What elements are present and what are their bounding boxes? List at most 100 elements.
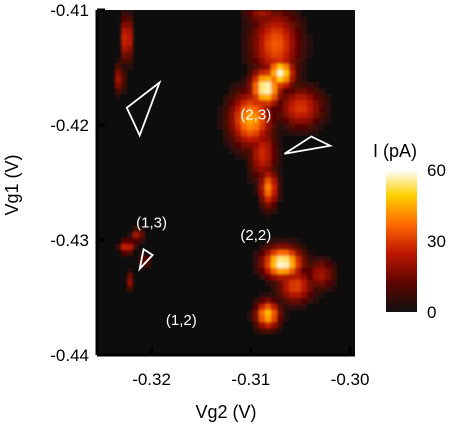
heat-cell: [265, 208, 271, 214]
heat-cell: [289, 118, 295, 124]
heat-cell: [253, 22, 259, 28]
heat-cell: [289, 106, 295, 112]
heat-cell: [289, 46, 295, 52]
heat-cell: [121, 22, 127, 28]
heat-cell: [277, 16, 283, 22]
heat-cell: [127, 46, 133, 52]
heat-cell: [253, 328, 259, 334]
heat-cell: [277, 136, 283, 142]
heat-cell: [265, 46, 271, 52]
heat-cell: [277, 70, 283, 76]
heat-cell: [121, 76, 127, 82]
heat-cell: [259, 124, 265, 130]
heat-cell: [283, 244, 289, 250]
heat-cell: [265, 136, 271, 142]
heat-cell: [289, 244, 295, 250]
heat-cell: [265, 322, 271, 328]
heat-cell: [313, 280, 319, 286]
heat-cell: [307, 112, 313, 118]
heat-cell: [265, 10, 271, 16]
heat-cell: [283, 316, 289, 322]
heat-cell: [313, 106, 319, 112]
heat-cell: [325, 280, 331, 286]
heat-cell: [271, 10, 277, 16]
heat-cell: [259, 298, 265, 304]
heat-cell: [271, 316, 277, 322]
heat-cell: [265, 88, 271, 94]
heat-cell: [139, 226, 145, 232]
heat-cell: [271, 322, 277, 328]
heat-cell: [313, 274, 319, 280]
heat-cell: [247, 22, 253, 28]
heat-cell: [265, 262, 271, 268]
heat-cell: [277, 280, 283, 286]
heat-cell: [277, 328, 283, 334]
heat-cell: [265, 304, 271, 310]
heat-cell: [283, 238, 289, 244]
heat-cell: [295, 256, 301, 262]
heat-cell: [247, 154, 253, 160]
heat-cell: [259, 22, 265, 28]
heat-cell: [115, 64, 121, 70]
heat-cell: [301, 46, 307, 52]
heat-cell: [139, 262, 145, 268]
heat-cell: [277, 244, 283, 250]
heat-cell: [265, 172, 271, 178]
heat-cell: [121, 10, 127, 16]
heat-cell: [235, 118, 241, 124]
heat-cell: [271, 304, 277, 310]
heat-cell: [127, 40, 133, 46]
heat-cell: [319, 106, 325, 112]
heat-cell: [253, 262, 259, 268]
heat-cell: [277, 76, 283, 82]
heat-cell: [253, 82, 259, 88]
heat-cell: [271, 58, 277, 64]
heat-cell: [319, 268, 325, 274]
heat-cell: [271, 112, 277, 118]
heat-cell: [253, 100, 259, 106]
heat-cell: [301, 34, 307, 40]
x-tick-label: -0.32: [132, 370, 171, 389]
heat-cell: [235, 94, 241, 100]
heat-cell: [307, 88, 313, 94]
heat-cell: [271, 262, 277, 268]
triangle-outlines: [125, 79, 334, 272]
heat-cell: [289, 52, 295, 58]
y-ticks: -0.41 -0.42 -0.43 -0.44: [50, 1, 105, 365]
heat-cell: [253, 304, 259, 310]
heat-cell: [259, 190, 265, 196]
heat-cell: [253, 106, 259, 112]
heat-cell: [241, 40, 247, 46]
heat-cell: [259, 82, 265, 88]
heat-cell: [283, 280, 289, 286]
heat-cell: [259, 58, 265, 64]
heat-cell: [247, 136, 253, 142]
heat-cell: [295, 304, 301, 310]
heat-cell: [241, 76, 247, 82]
heat-cell: [295, 124, 301, 130]
heat-cell: [253, 142, 259, 148]
heat-cell: [115, 58, 121, 64]
heat-cell: [265, 316, 271, 322]
heat-cell: [121, 46, 127, 52]
heat-cell: [289, 76, 295, 82]
heat-cell: [271, 124, 277, 130]
heat-cell: [295, 280, 301, 286]
heat-cell: [271, 88, 277, 94]
heat-cell: [253, 178, 259, 184]
heat-cell: [325, 256, 331, 262]
heat-cell: [301, 298, 307, 304]
heat-cell: [265, 100, 271, 106]
heat-cell: [313, 298, 319, 304]
heat-cell: [247, 166, 253, 172]
heat-cell: [301, 76, 307, 82]
region-label-3: (1,3): [136, 214, 167, 231]
heat-cell: [319, 274, 325, 280]
heat-cell: [265, 256, 271, 262]
heat-cell: [253, 310, 259, 316]
heat-cell: [127, 64, 133, 70]
heat-cell: [283, 34, 289, 40]
heat-cell: [217, 124, 223, 130]
heat-cell: [289, 274, 295, 280]
